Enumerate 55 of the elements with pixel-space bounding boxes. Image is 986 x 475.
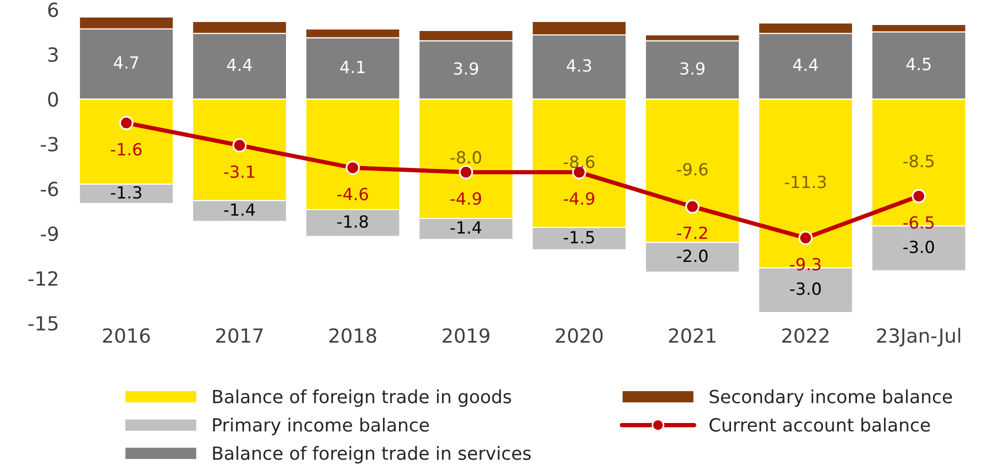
data-label: -1.4 — [224, 203, 255, 216]
y-tick-label: -9 — [40, 226, 58, 242]
data-label: -3.0 — [790, 282, 821, 295]
point — [685, 199, 700, 214]
data-label: 4.3 — [566, 59, 592, 72]
point — [232, 138, 247, 152]
data-label: -4.9 — [564, 192, 594, 205]
y-tick-label: -15 — [28, 316, 58, 331]
y-tick-label: -12 — [28, 271, 58, 286]
data-label: -1.8 — [337, 215, 368, 228]
legend-label: Balance of foreign trade in services — [213, 446, 531, 464]
data-label: -1.3 — [110, 186, 142, 199]
data-label: 4.5 — [906, 58, 931, 70]
point — [798, 230, 813, 245]
x-tick-label: 2022 — [782, 328, 828, 343]
x-tick-label: 2020 — [556, 328, 603, 343]
x-tick-label: 2017 — [216, 328, 263, 343]
x-tick-label: 2019 — [442, 328, 490, 343]
data-label: -4.6 — [337, 188, 368, 200]
data-label: -8.0 — [450, 151, 482, 164]
data-label: -2.0 — [676, 250, 708, 262]
data-label: -1.4 — [450, 221, 482, 234]
y-tick-label: -3 — [40, 136, 58, 152]
x-tick-label: 23Jan-Jul — [877, 328, 960, 347]
y-tick-label: 0 — [48, 92, 58, 107]
data-label: -1.6 — [110, 142, 142, 156]
y-tick-label: -6 — [40, 182, 58, 196]
legend-label: Primary income balance — [213, 418, 429, 436]
data-label: -3.0 — [903, 240, 934, 254]
data-label: 3.9 — [680, 62, 704, 75]
data-label: 4.4 — [227, 58, 252, 71]
point — [912, 189, 926, 204]
x-tick-label: 2018 — [329, 328, 376, 343]
legend-label: Secondary income balance — [710, 389, 952, 407]
data-label: -8.5 — [903, 154, 934, 168]
data-label: 3.9 — [454, 62, 478, 75]
data-label: -3.1 — [224, 165, 254, 178]
legend-label: Current account balance — [710, 418, 930, 432]
data-label: 4.1 — [340, 60, 364, 74]
data-label: -4.9 — [450, 192, 482, 205]
data-label: -11.3 — [784, 176, 826, 188]
point — [119, 116, 134, 130]
data-label: -8.6 — [564, 155, 594, 168]
y-tick-label: 6 — [48, 2, 58, 18]
data-label: 4.4 — [793, 58, 818, 71]
data-label: -9.6 — [676, 162, 708, 176]
x-tick-label: 2021 — [669, 328, 716, 343]
data-label: -1.5 — [564, 231, 594, 244]
y-tick-label: 3 — [48, 47, 58, 62]
legend-label: Balance of foreign trade in goods — [213, 389, 512, 407]
data-label: -7.2 — [676, 226, 707, 239]
data-label: 4.7 — [114, 56, 138, 69]
point — [458, 165, 474, 180]
x-tick-label: 2016 — [103, 328, 150, 343]
point — [346, 160, 360, 175]
